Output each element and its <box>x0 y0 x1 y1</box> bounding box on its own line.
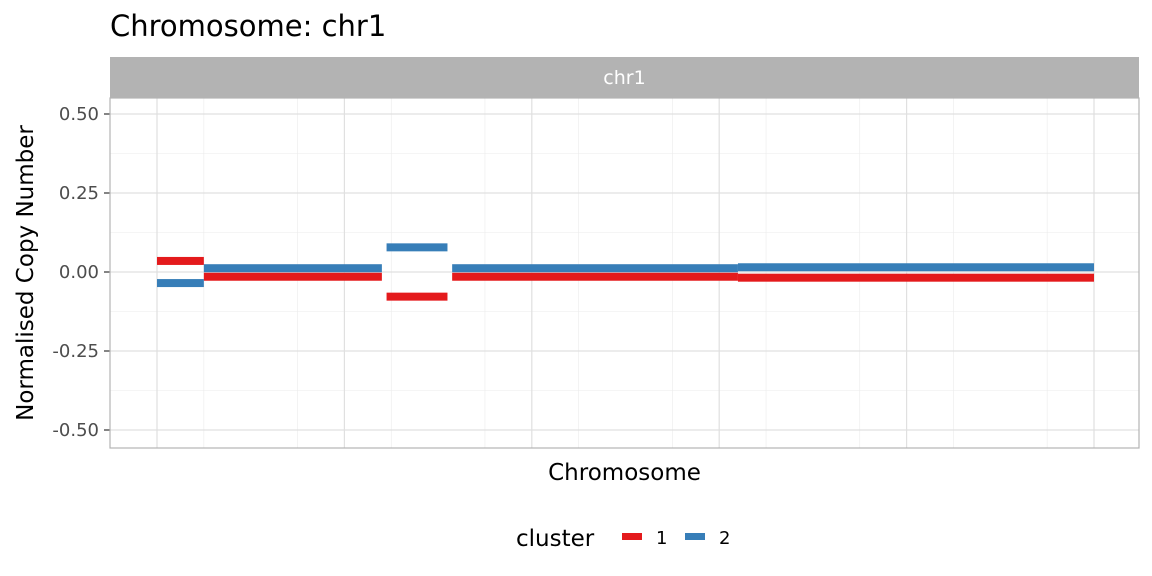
facet-strip-label: chr1 <box>603 67 645 89</box>
legend-key-1 <box>622 533 642 540</box>
y-tick-label: 0.00 <box>59 262 99 283</box>
y-tick-label: 0.25 <box>59 183 99 204</box>
legend-key-2 <box>685 533 705 540</box>
y-axis-tick-labels: 0.50 0.25 0.00 -0.25 -0.50 <box>52 104 99 441</box>
segment-cluster-1 <box>386 292 448 301</box>
legend-label-1: 1 <box>656 528 667 549</box>
segment-cluster-1 <box>157 256 204 265</box>
y-axis-title: Normalised Copy Number <box>13 125 39 421</box>
panel-border <box>109 97 1140 449</box>
x-axis-title: Chromosome <box>548 460 701 486</box>
segment-cluster-2 <box>386 243 448 252</box>
legend-label-2: 2 <box>719 528 730 549</box>
y-tick-label: 0.50 <box>59 104 99 125</box>
chart-title: Chromosome: chr1 <box>110 9 386 43</box>
y-tick-label: -0.25 <box>52 341 99 362</box>
legend-title: cluster <box>516 526 595 552</box>
facet-strip <box>110 57 1139 98</box>
segment-cluster-1 <box>203 272 382 281</box>
data-segments <box>157 243 1094 301</box>
segment-cluster-2 <box>157 279 204 288</box>
segment-cluster-2 <box>452 264 738 273</box>
segment-cluster-1 <box>452 272 738 281</box>
segment-cluster-2 <box>737 263 1094 272</box>
major-gridlines <box>110 98 1139 448</box>
segment-cluster-1 <box>737 273 1094 282</box>
legend: cluster 1 2 <box>516 526 730 552</box>
y-axis-ticks <box>104 113 110 431</box>
y-tick-label: -0.50 <box>52 420 99 441</box>
segment-cluster-2 <box>203 264 382 273</box>
